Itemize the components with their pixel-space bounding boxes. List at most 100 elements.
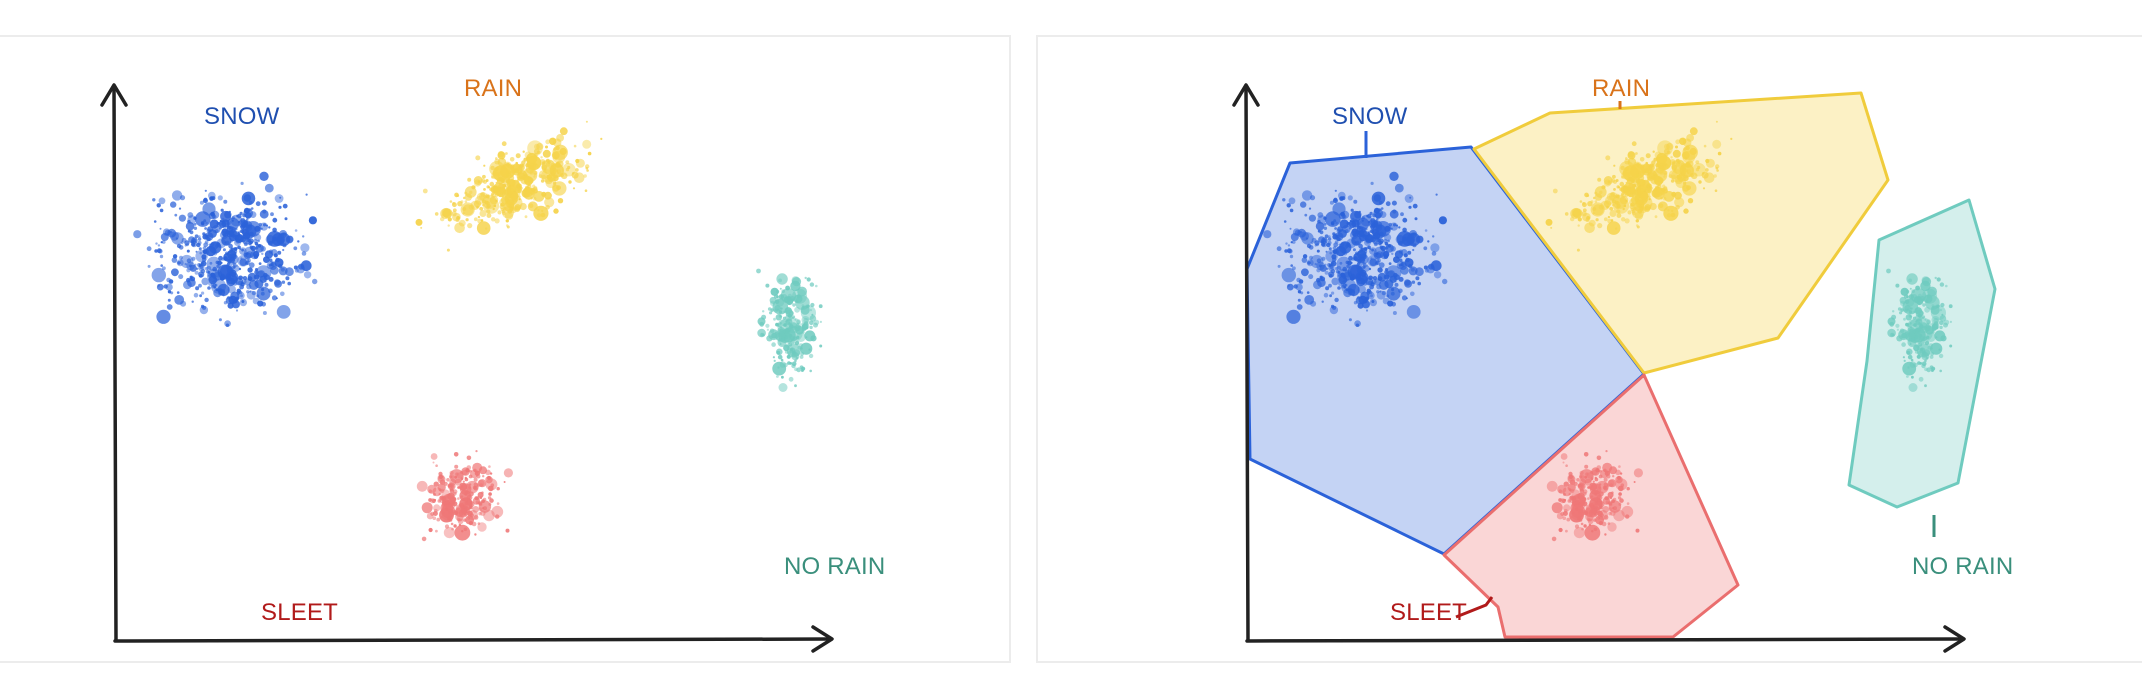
no-rain-point [791,316,795,320]
sleet-point [1612,475,1615,478]
rain-point [507,188,514,195]
rain-point [1675,139,1681,145]
snow-point [185,221,195,231]
snow-point [1329,265,1334,269]
rain-point [1606,205,1609,209]
snow-point [1412,243,1417,248]
sleet-point [447,516,452,521]
snow-point [1277,264,1281,268]
rain-point [494,158,501,165]
sleet-point [454,475,458,479]
snow-point [1423,265,1428,270]
sleet-point [1551,536,1557,542]
no-rain-point [1918,376,1924,382]
snow-point [176,243,182,249]
sleet-point [1591,530,1594,533]
sleet-point [437,499,442,503]
no-rain-point [790,280,801,292]
snow-point [156,248,162,254]
snow-point [1336,237,1341,242]
snow-point [1328,274,1333,278]
y-axis-line [1244,85,1250,642]
snow-point [1356,225,1361,230]
sleet-point [1571,504,1586,518]
snow-point [1332,305,1337,310]
snow-point [213,286,217,289]
snow-point [1435,193,1438,196]
no-rain-point [767,307,772,311]
snow-point [159,254,164,259]
no-rain-point [1921,316,1925,320]
rain-point [1653,157,1658,162]
snow-point [199,200,204,205]
snow-point [1346,264,1350,268]
rain-point [1624,218,1630,224]
snow-point [237,245,241,250]
no-rain-point [765,283,770,288]
snow-point [1343,288,1352,298]
sleet-point [1562,516,1567,520]
no-rain-point [1939,369,1942,373]
rain-point [575,158,585,168]
rain-point [565,160,570,164]
rain-point [1639,157,1645,162]
rain-point [1623,185,1631,193]
snow-point [1402,236,1408,242]
snow-point [184,262,187,266]
rain-point [455,218,460,222]
sleet-point [1584,475,1588,479]
rain-point [541,159,556,174]
no-rain-point [1906,348,1913,356]
rain-point [482,174,486,179]
sleet-point [481,499,485,503]
snow-point [1428,263,1435,270]
no-rain-point [796,294,801,299]
no-rain-point [809,282,815,287]
no-rain-point [1916,296,1922,302]
rain-point [1682,181,1697,196]
no-rain-point [1926,367,1932,373]
snow-point [187,215,197,224]
rain-point [1594,186,1607,198]
sleet-point [1562,461,1565,464]
rain-point [540,156,543,159]
no-rain-point [1917,361,1921,365]
rain-point [1713,174,1717,178]
no-rain-point [1940,335,1947,342]
sleet-point [1576,478,1580,482]
no-rain-point [813,319,820,326]
sleet-point [1567,499,1572,503]
snow-point [1321,300,1324,303]
sleet-point [445,507,449,511]
snow-point [188,264,192,268]
snow-point [1394,250,1403,259]
snow-point [268,226,271,229]
snow-point [1337,286,1341,290]
rain-point [508,179,516,187]
no-rain-point [1910,358,1914,362]
snow-point [1315,243,1319,247]
sleet-point [503,481,506,483]
no-rain-point [776,375,779,378]
snow-point [1370,294,1373,298]
no-rain-point [1927,345,1932,350]
snow-point [1338,243,1341,246]
sleet-point [1596,465,1602,470]
rain-point [441,207,451,218]
sleet-point [488,465,491,468]
no-rain-point [792,315,796,319]
snow-point [1362,262,1366,266]
snow-point [228,230,235,237]
sleet-point [1594,505,1598,509]
sleet-point [1618,465,1621,468]
sleet-point [1618,502,1622,506]
snow-point [259,209,269,219]
snow-point [161,240,166,244]
sleet-point [1584,478,1592,486]
snow-point [1320,240,1324,244]
rain-point [586,169,589,172]
snow-point [1377,272,1387,282]
rain-point [1654,151,1662,159]
snow-point [1335,221,1338,225]
rain-point [473,176,483,185]
